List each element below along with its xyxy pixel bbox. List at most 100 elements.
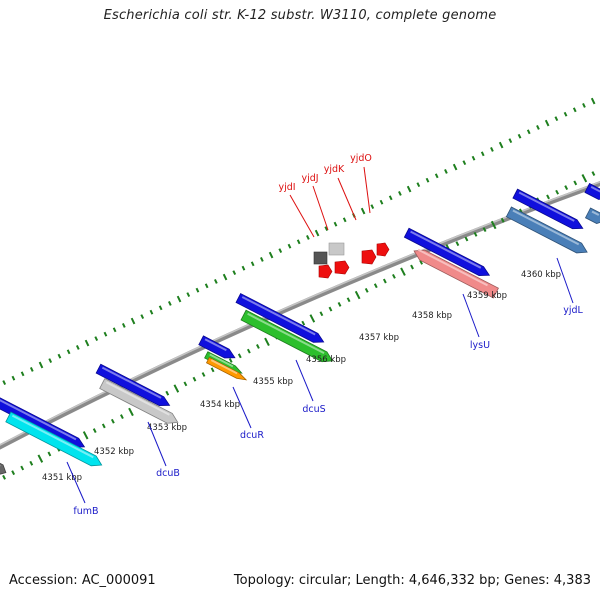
tick-mark-outer (38, 361, 44, 369)
tick-mark-inner (309, 314, 316, 323)
tick-mark-inner (256, 344, 260, 349)
tick-mark-outer (48, 358, 53, 364)
gene-arrow-fumB-highlight (11, 414, 94, 459)
tick-mark-outer (195, 287, 200, 293)
small-gene-label: yjdJ (301, 173, 318, 184)
tick-mark-inner (455, 241, 460, 247)
tick-mark-outer (278, 248, 283, 254)
gene-arrow (0, 462, 7, 475)
tick-mark-outer (103, 331, 108, 337)
gene-label: dcuR (240, 430, 264, 441)
tick-mark-inner (490, 220, 497, 230)
tick-mark-outer (434, 173, 439, 179)
tick-mark-outer (158, 305, 163, 311)
tick-mark-outer (268, 251, 274, 259)
tick-mark-outer (11, 375, 16, 381)
small-gene-leader (289, 194, 315, 238)
tick-mark-inner (354, 290, 361, 300)
tick-mark-outer (57, 353, 62, 359)
tick-mark-outer (167, 300, 172, 306)
gene-arrow (584, 207, 600, 224)
tick-mark-outer (582, 103, 586, 108)
genome-backbone (0, 180, 600, 450)
tick-mark-outer (130, 317, 136, 325)
tick-mark-inner (128, 407, 134, 417)
gene-arrow-lysU-highlight (417, 248, 488, 287)
tick-mark-inner (373, 283, 378, 289)
tick-mark-inner (11, 470, 16, 476)
tick-mark-outer (241, 265, 246, 271)
tick-mark-outer (296, 239, 301, 245)
gene-label-leader (232, 386, 252, 429)
gene-arrow-highlight (590, 186, 600, 193)
small-gene-box (313, 251, 328, 265)
tick-mark-outer (29, 366, 34, 372)
small-gene-label: yjdI (278, 182, 295, 193)
tick-mark-outer (590, 97, 596, 105)
kbp-label: 4353 kbp (147, 423, 187, 433)
gene-arrow-highlight (591, 210, 600, 216)
tick-mark-inner (581, 174, 588, 183)
kbp-label: 4354 kbp (200, 400, 240, 410)
tick-mark-inner (364, 287, 369, 293)
gene-label: dcuB (156, 468, 180, 479)
gene-label-leader (556, 257, 574, 304)
gene-label-leader (66, 461, 86, 504)
tick-mark-outer (342, 217, 347, 223)
tick-mark-inner (410, 264, 414, 270)
tick-mark-outer (508, 138, 513, 144)
gene-arrow-dcuS-highlight (247, 312, 325, 355)
small-gene-arrow (318, 264, 333, 279)
gene-arrow-highlight (0, 399, 77, 441)
tick-mark-outer (20, 371, 25, 377)
gene-arrow-highlight (204, 338, 227, 352)
gene-arrow-dcuR-highlight (210, 359, 238, 375)
gene-arrow-highlight (410, 230, 482, 269)
tick-mark-inner (29, 460, 34, 466)
tick-mark-outer (287, 243, 292, 249)
tick-mark-inner (319, 311, 324, 317)
kbp-label: 4359 kbp (467, 291, 507, 301)
tick-mark-outer (232, 270, 237, 276)
tick-mark-inner (101, 423, 106, 429)
tick-mark-inner (173, 384, 180, 393)
tick-mark-inner (392, 273, 396, 279)
tick-mark-outer (324, 226, 329, 232)
tick-mark-inner (464, 236, 469, 242)
tick-mark-outer (490, 147, 494, 152)
tick-mark-outer (222, 273, 228, 281)
tick-mark-inner (328, 306, 333, 312)
tick-mark-outer (306, 235, 310, 240)
tick-mark-outer (425, 177, 430, 183)
accession-text: Accession: AC_000091 (9, 573, 156, 588)
tick-mark-inner (473, 231, 478, 237)
tick-mark-inner (301, 320, 306, 326)
tick-mark-inner (337, 302, 342, 307)
gene-label: lysU (470, 340, 490, 351)
tick-mark-inner (47, 451, 52, 457)
gene-label-leader (462, 293, 480, 338)
tick-mark-outer (140, 314, 145, 320)
tick-mark-inner (120, 414, 124, 419)
tick-mark-outer (121, 322, 126, 328)
tick-mark-outer (250, 261, 255, 267)
tick-mark-outer (398, 191, 402, 196)
tick-mark-outer (186, 292, 191, 298)
tick-mark-inner (192, 376, 197, 382)
gene-arrow (584, 182, 600, 200)
tick-mark-inner (346, 297, 351, 303)
tick-mark-outer (406, 185, 412, 193)
tick-mark-outer (554, 116, 559, 122)
tick-mark-outer (75, 344, 80, 350)
tick-mark-inner (400, 267, 406, 276)
tick-mark-inner (555, 189, 560, 195)
tick-mark-outer (149, 309, 154, 315)
gene-arrow-highlight (518, 191, 575, 222)
tick-mark-inner (20, 465, 25, 471)
small-gene-arrow (334, 260, 350, 275)
tick-mark-outer (544, 119, 550, 127)
tick-mark-outer (66, 349, 71, 355)
tick-mark-outer (94, 336, 99, 342)
tick-mark-outer (498, 141, 504, 149)
